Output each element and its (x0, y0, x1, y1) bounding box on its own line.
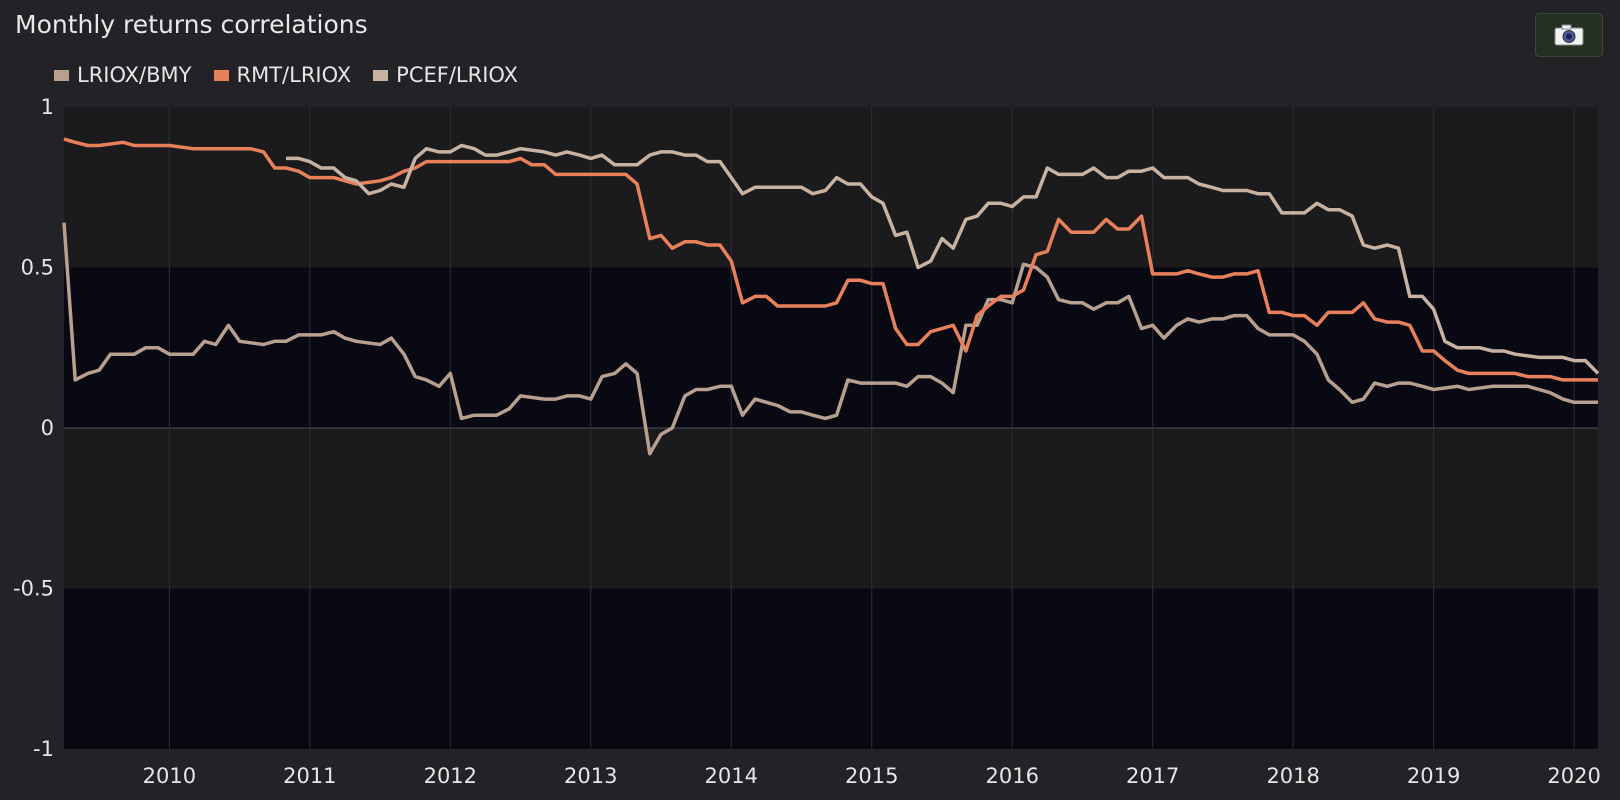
x-tick-label: 2017 (1126, 764, 1179, 788)
x-tick-label: 2011 (283, 764, 336, 788)
x-tick-label: 2014 (705, 764, 758, 788)
x-tick-label: 2012 (424, 764, 477, 788)
y-tick-label: 0.5 (21, 256, 54, 280)
y-tick-label: 0 (41, 416, 54, 440)
x-tick-label: 2019 (1407, 764, 1460, 788)
x-tick-label: 2013 (564, 764, 617, 788)
legend-label: RMT/LRIOX (236, 63, 352, 87)
camera-icon (1554, 24, 1584, 46)
legend-swatch (373, 69, 389, 81)
series-line (286, 143, 1600, 375)
x-tick-label: 2018 (1266, 764, 1319, 788)
y-tick-label: -0.5 (13, 577, 54, 601)
legend-label: PCEF/LRIOX (396, 63, 518, 87)
legend-swatch (54, 69, 69, 81)
legend-item[interactable]: PCEF/LRIOX (373, 63, 518, 87)
x-tick-label: 2016 (985, 764, 1038, 788)
plot-band (64, 588, 1598, 749)
download-plot-button[interactable] (1535, 13, 1603, 57)
series-line (62, 222, 1598, 456)
legend-item[interactable]: RMT/LRIOX (213, 63, 352, 87)
plot-band (64, 267, 1598, 428)
legend-swatch (213, 69, 229, 81)
legend-item[interactable]: LRIOX/BMY (54, 63, 192, 87)
legend-label: LRIOX/BMY (77, 63, 192, 87)
y-tick-label: 1 (41, 95, 54, 119)
plot-band (64, 107, 1598, 268)
x-tick-label: 2020 (1547, 764, 1600, 788)
x-tick-label: 2015 (845, 764, 898, 788)
y-tick-label: -1 (33, 737, 54, 761)
chart-title: Monthly returns correlations (15, 10, 368, 39)
plot-band (64, 428, 1598, 589)
chart-legend: LRIOX/BMY RMT/LRIOX PCEF/LRIOX (54, 63, 518, 87)
series-line (63, 137, 1598, 382)
x-tick-label: 2010 (143, 764, 196, 788)
